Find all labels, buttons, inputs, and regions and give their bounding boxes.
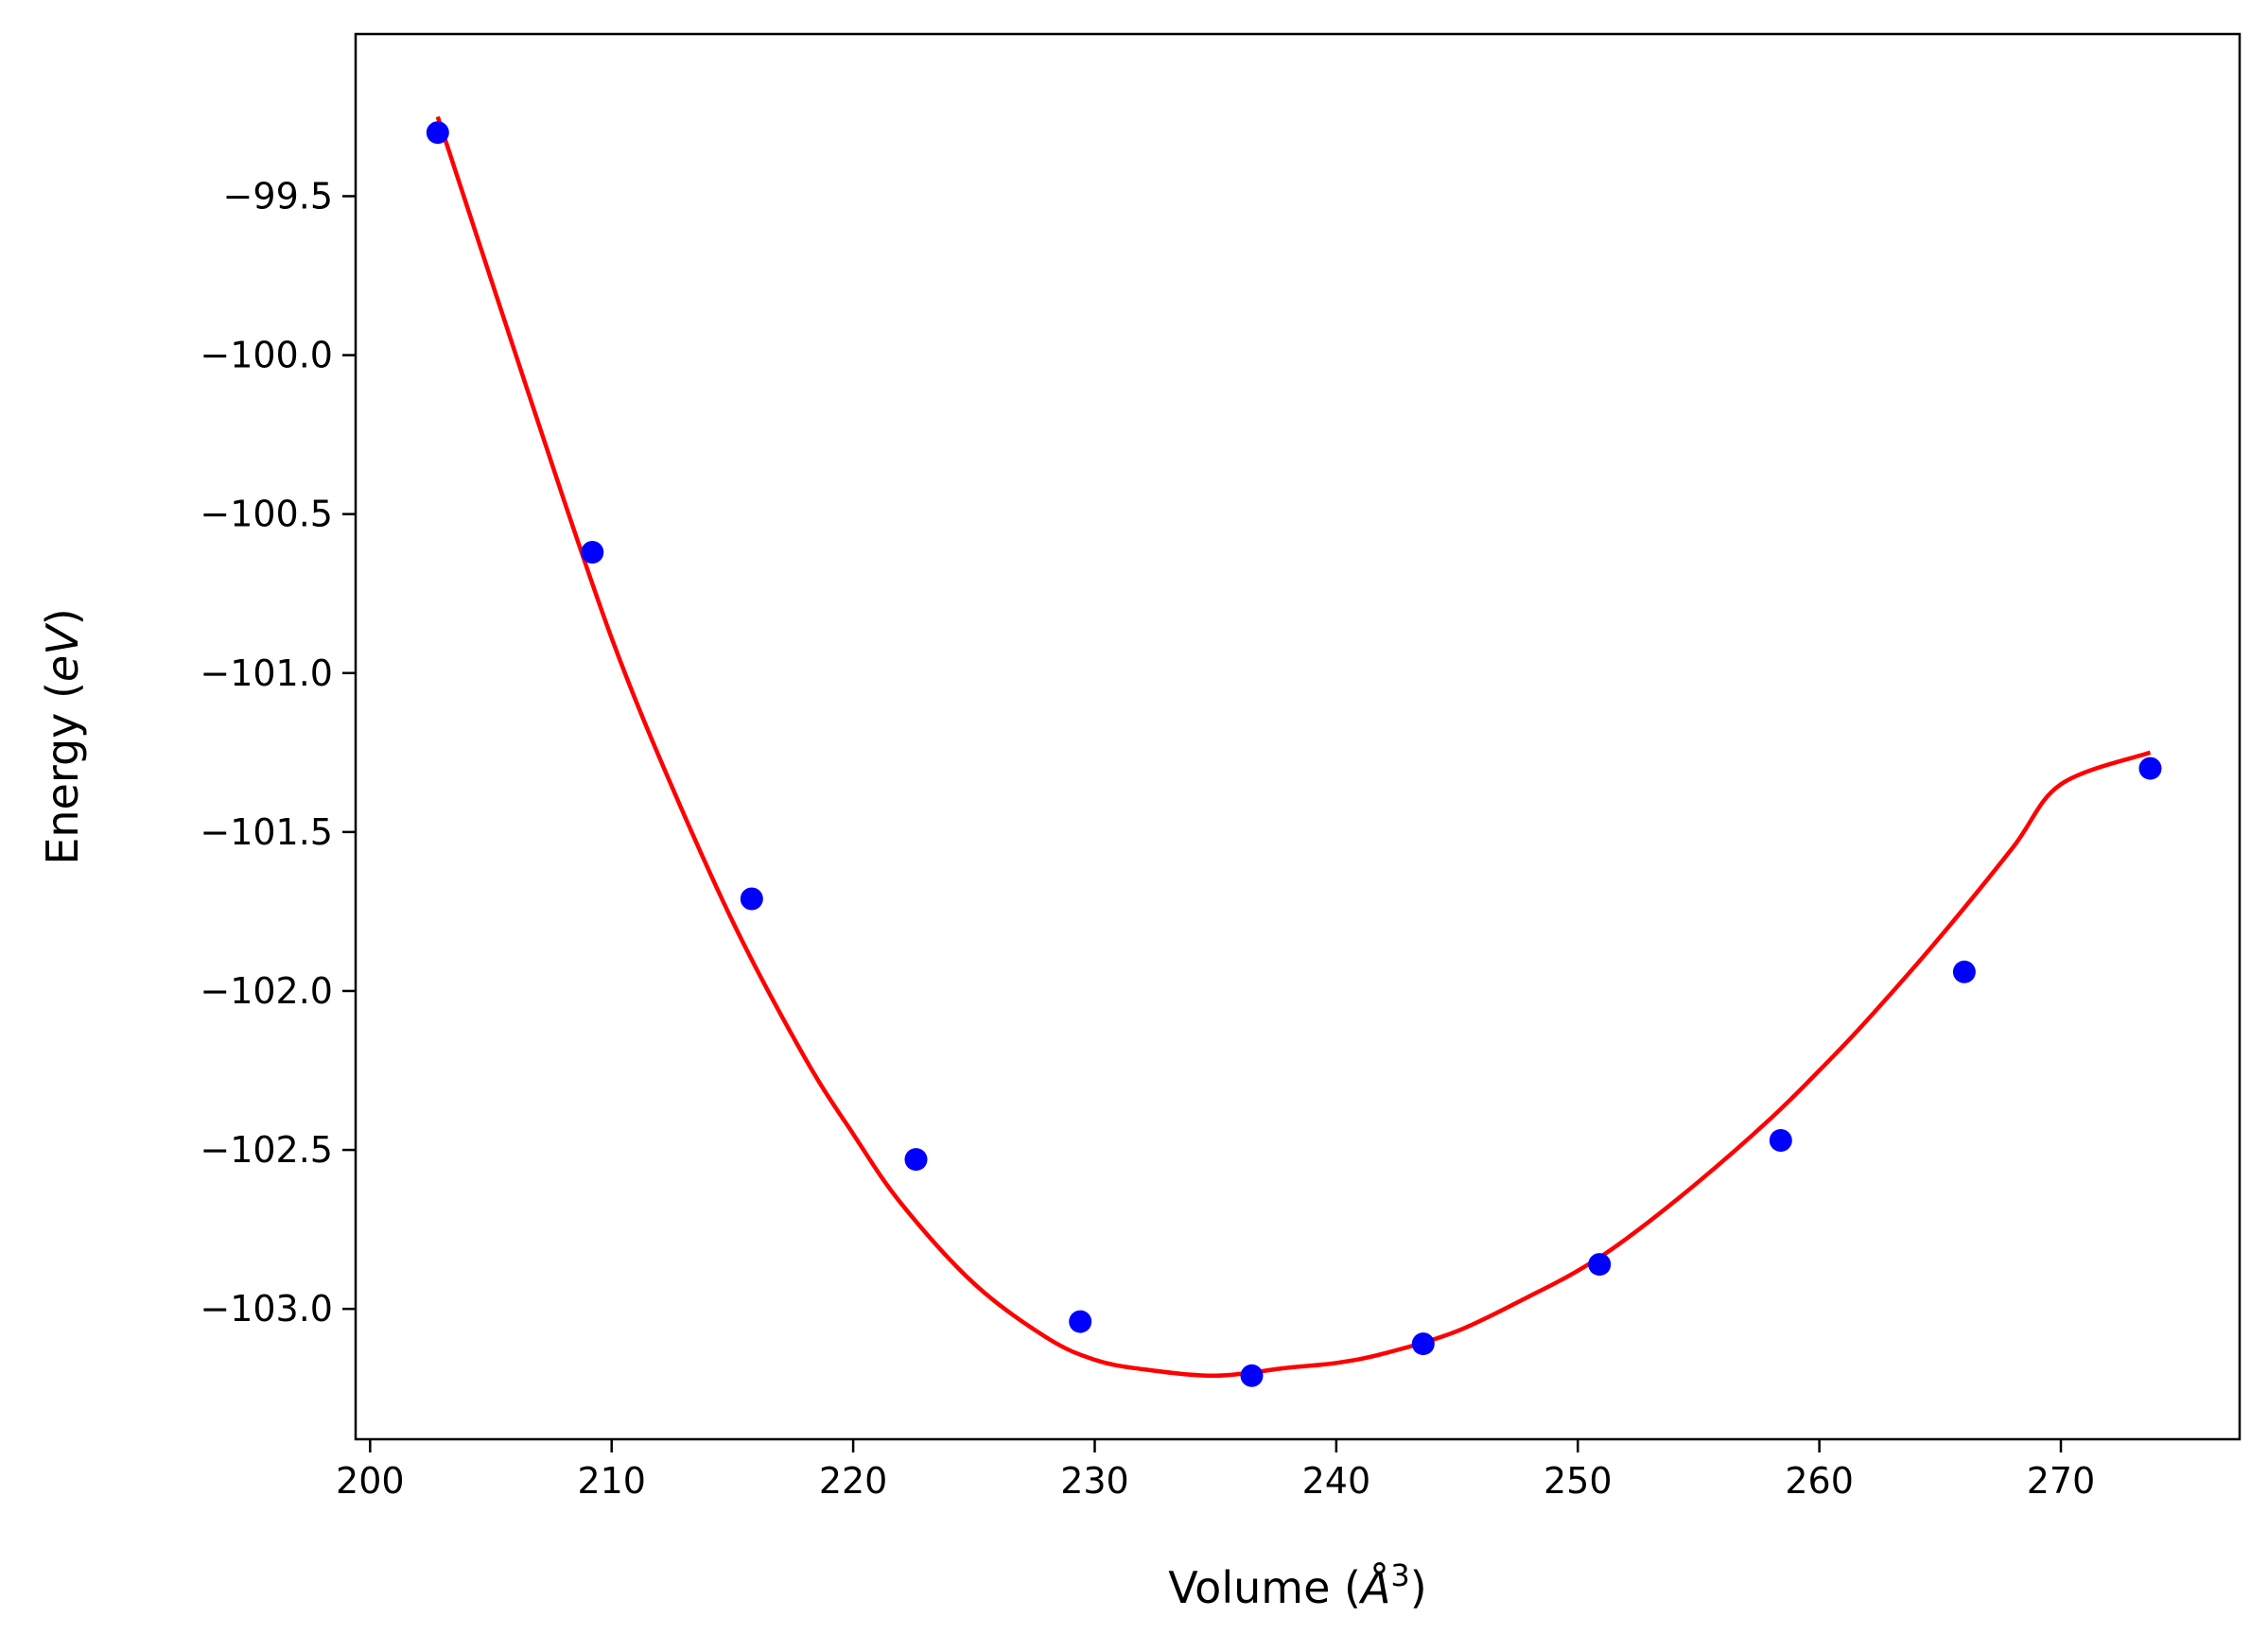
x-tick-label: 210 [577,1460,646,1502]
data-point [1588,1253,1612,1277]
y-axis-label-close: ) [37,608,88,625]
y-tick-label: −100.5 [200,494,333,535]
data-point [426,121,449,145]
y-axis-ticks: −99.5 −100.0 −100.5 −101.0 −101.5 −102.0 −102.… [200,175,356,1330]
data-point [1952,960,1976,983]
data-point [581,541,604,564]
x-tick-label: 240 [1302,1460,1371,1502]
x-axis-ticks: 200 210 220 230 240 250 260 270 [336,1439,2095,1502]
x-axis-label: Volume (Å3) [1168,1557,1426,1613]
x-axis-label-superscript: 3 [1390,1557,1409,1593]
fit-curve-line [435,115,2152,1379]
y-tick-label: −101.5 [200,811,333,853]
x-tick-label: 260 [1785,1460,1854,1502]
data-point [1769,1129,1792,1152]
y-axis-label-unit: eV [37,622,88,682]
y-tick-label: −103.0 [200,1288,333,1330]
plot-area-frame [354,32,2242,1441]
y-tick-label: −100.0 [200,335,333,376]
y-tick-label: −99.5 [223,175,333,217]
y-tick-label: −102.5 [200,1129,333,1171]
x-axis-label-unit: Å [1358,1562,1390,1613]
x-tick-label: 270 [2027,1460,2096,1502]
data-point [1240,1364,1264,1387]
data-point [1069,1310,1092,1333]
x-tick-label: 250 [1544,1460,1613,1502]
x-axis-label-main: Volume ( [1168,1562,1361,1613]
x-axis-label-close: ) [1410,1562,1427,1613]
x-tick-label: 200 [336,1460,405,1502]
y-axis-label: Energy (eV) [37,608,88,864]
plot-content [426,115,2162,1387]
x-tick-label: 230 [1060,1460,1129,1502]
data-point [2138,756,2162,780]
data-point [740,887,763,911]
data-point [904,1148,928,1172]
y-tick-label: −101.0 [200,652,333,694]
y-tick-label: −102.0 [200,970,333,1012]
x-tick-label: 220 [819,1460,888,1502]
y-axis-label-main: Energy ( [37,682,88,865]
data-point [1411,1332,1435,1356]
